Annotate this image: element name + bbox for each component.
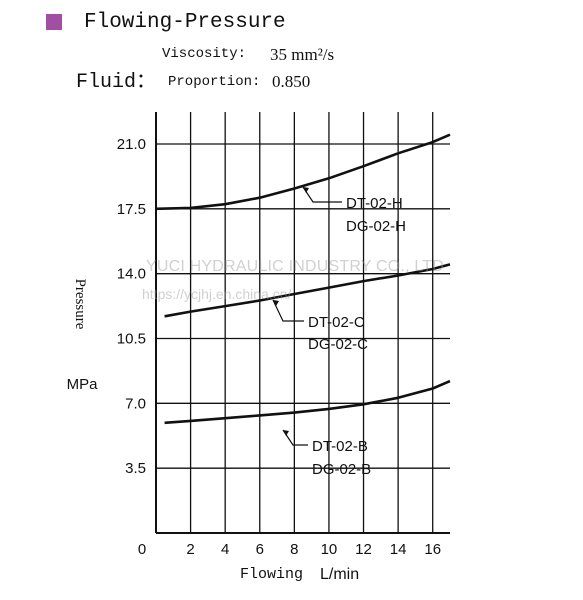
y-tick-label: 21.0 <box>117 136 146 153</box>
series-label: DT-02-C <box>308 314 365 331</box>
x-axis-unit: L/min <box>320 566 359 583</box>
y-tick-label: 17.5 <box>117 201 146 218</box>
watermark-text: YUCI HYDRAULIC INDUSTRY CO., LTD <box>146 258 445 275</box>
fluid-label: Fluid： <box>76 71 157 94</box>
x-tick-label: 2 <box>186 541 194 558</box>
proportion-value: 0.850 <box>272 72 311 91</box>
viscosity-label: Viscosity: <box>162 46 247 62</box>
x-tick-label: 14 <box>390 541 407 558</box>
series-line <box>164 263 451 318</box>
x-origin-label: 0 <box>138 541 146 558</box>
y-tick-label: 7.0 <box>125 395 146 412</box>
y-axis-title: Pressure <box>72 279 88 330</box>
series-label: DG-02-C <box>308 336 368 353</box>
series-label: DT-02-H <box>346 195 403 212</box>
y-tick-label: 10.5 <box>117 331 146 348</box>
series-leader-arrowhead <box>283 430 289 436</box>
x-tick-label: 4 <box>221 541 229 558</box>
x-tick-label: 6 <box>256 541 264 558</box>
series-line <box>164 379 451 425</box>
viscosity-value: 35 mm²/s <box>270 45 335 64</box>
watermark-url: https://ycjhj.en.china.cn/ <box>142 286 292 302</box>
y-tick-label: 14.0 <box>117 266 146 283</box>
series-label: DG-02-H <box>346 218 406 235</box>
series-leader-line <box>272 299 304 322</box>
proportion-label: Proportion: <box>168 74 261 90</box>
section-marker-square <box>46 14 62 30</box>
x-tick-label: 12 <box>355 541 372 558</box>
y-tick-label: 3.5 <box>125 460 146 477</box>
x-axis-title: Flowing <box>240 566 303 583</box>
series-leader-arrowhead <box>303 187 309 193</box>
x-tick-label: 16 <box>424 541 441 558</box>
series-line <box>155 133 451 211</box>
series-label: DT-02-B <box>312 438 368 455</box>
chart-heading: Flowing-Pressure <box>84 11 286 34</box>
x-tick-label: 8 <box>290 541 298 558</box>
series-leader-line <box>302 186 342 203</box>
series-leader-arrowhead <box>273 300 279 306</box>
x-tick-label: 10 <box>321 541 338 558</box>
y-axis-unit: MPa <box>67 376 99 393</box>
series-label: DG-02-B <box>312 461 371 478</box>
